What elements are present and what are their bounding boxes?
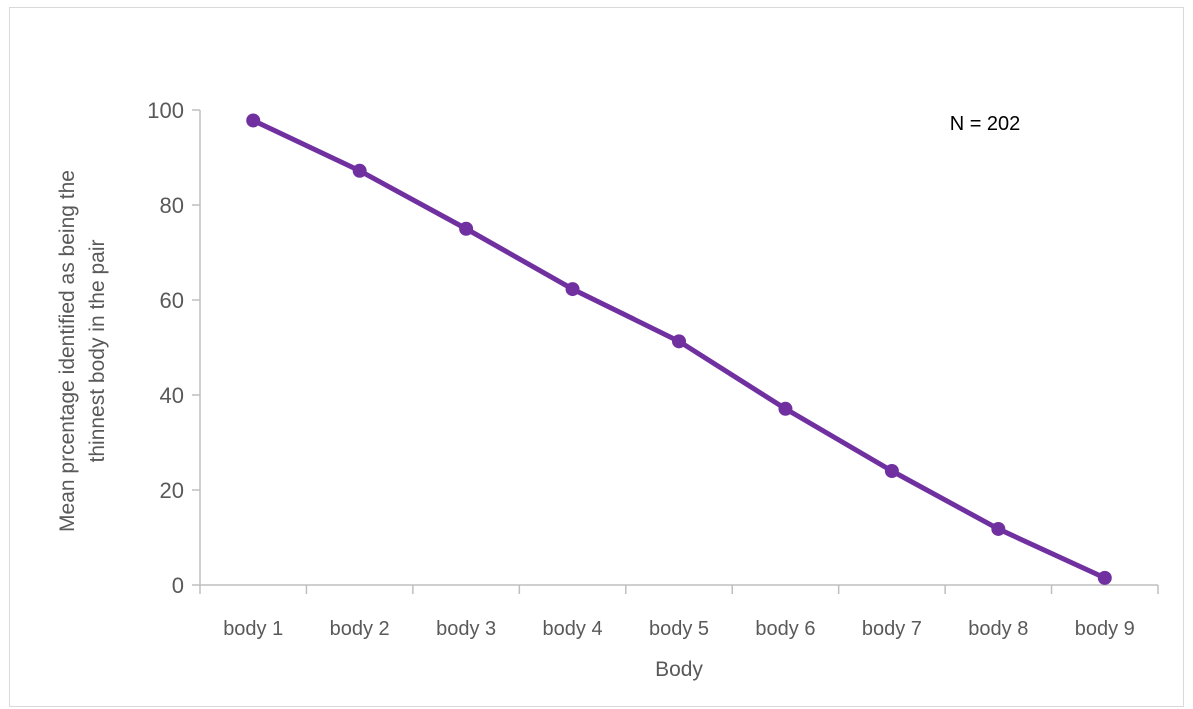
y-axis-title-line-1: Mean prcentage identified as being the	[56, 170, 79, 532]
data-point	[672, 334, 686, 349]
y-tick-label: 60	[160, 288, 184, 313]
x-tick-label: body 8	[968, 618, 1028, 640]
x-tick-label: body 7	[862, 618, 922, 640]
data-point	[778, 401, 793, 416]
x-tick-label: body 6	[755, 618, 815, 640]
sample-size-annotation: N = 202	[950, 113, 1021, 135]
y-tick-label: 80	[160, 193, 184, 218]
data-point	[352, 163, 367, 178]
data-point	[246, 113, 261, 128]
x-tick-label: body 1	[223, 618, 283, 640]
y-tick-label: 20	[160, 478, 184, 503]
x-tick-label: body 3	[436, 618, 496, 640]
y-tick-label: 0	[172, 573, 184, 598]
x-tick-labels: body 1 body 2 body 3 body 4 body 5 body 6 body…	[223, 618, 1135, 640]
y-tick-label: 40	[160, 383, 184, 408]
x-tick-label: body 5	[649, 618, 709, 640]
x-tick-label: body 9	[1075, 618, 1135, 640]
y-axis-title-line-2: thinnest body in the pair	[86, 240, 109, 463]
series-line	[250, 117, 1108, 581]
data-point	[1097, 570, 1112, 585]
x-axis-title: Body	[655, 658, 703, 681]
data-point	[884, 464, 899, 478]
axes	[192, 109, 1159, 594]
x-tick-label: body 2	[330, 618, 390, 640]
data-point	[565, 282, 580, 297]
data-point	[991, 521, 1006, 536]
y-tick-label: 100	[147, 98, 184, 123]
y-tick-labels: 0 20 40 60 80 100	[147, 98, 184, 598]
series-group	[246, 113, 1112, 585]
x-tick-label: body 4	[543, 618, 603, 640]
chart-frame	[9, 7, 1184, 707]
data-point	[459, 221, 474, 236]
